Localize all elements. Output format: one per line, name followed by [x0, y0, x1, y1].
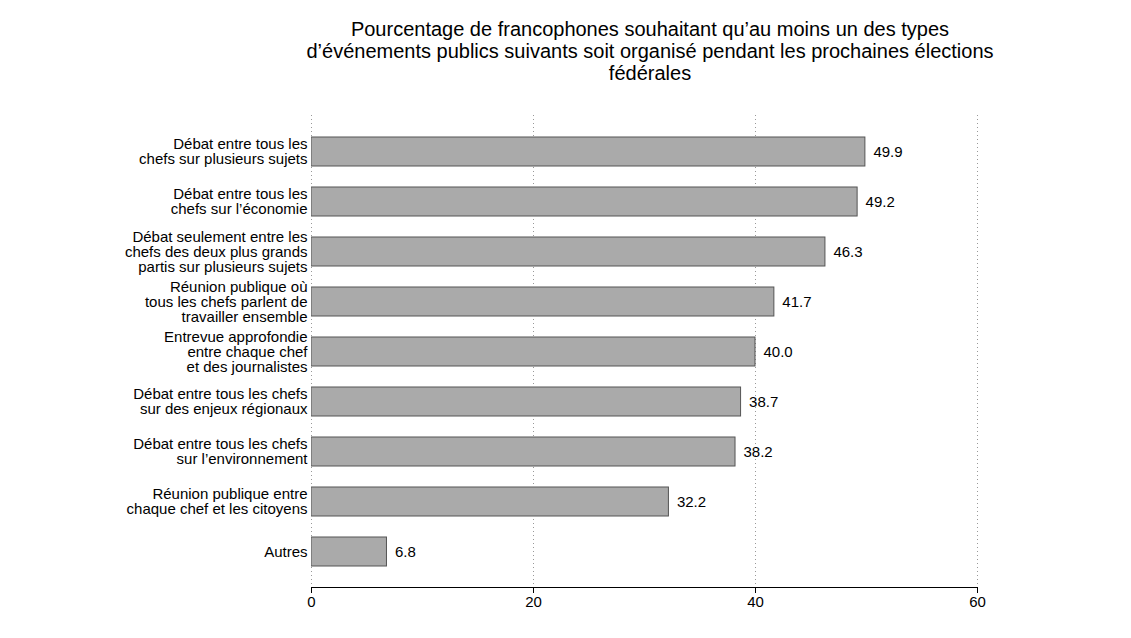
svg-text:60: 60: [969, 593, 986, 610]
svg-text:Débat entre tous leschefs sur: Débat entre tous leschefs sur plusieurs …: [139, 135, 307, 167]
svg-text:Entrevue approfondieentre chaq: Entrevue approfondieentre chaque chefet …: [164, 328, 308, 375]
svg-text:38.2: 38.2: [744, 443, 773, 460]
svg-text:Débat entre tous les chefssur: Débat entre tous les chefssur l’environn…: [133, 435, 308, 467]
html-text:Pourcentage de francophones so: Pourcentage de francophones souhaitant q…: [306, 18, 994, 84]
svg-text:Autres: Autres: [264, 543, 307, 560]
svg-text:49.2: 49.2: [866, 193, 895, 210]
svg-text:Débat seulement entre leschefs: Débat seulement entre leschefs des deux …: [125, 228, 308, 275]
svg-text:46.3: 46.3: [833, 243, 862, 260]
svg-text:Réunion publique entrechaque c: Réunion publique entrechaque chef et les…: [127, 485, 308, 517]
svg-text:32.2: 32.2: [677, 493, 706, 510]
svg-text:0: 0: [307, 593, 315, 610]
svg-text:40: 40: [747, 593, 764, 610]
svg-text:Débat entre tous leschefs sur: Débat entre tous leschefs sur l’économie: [171, 185, 308, 217]
svg-text:Réunion publique oùtous les ch: Réunion publique oùtous les chefs parlen…: [145, 278, 308, 325]
svg-text:Débat entre tous les chefssur: Débat entre tous les chefssur des enjeux…: [133, 385, 308, 417]
svg-text:6.8: 6.8: [395, 543, 416, 560]
svg-text:20: 20: [525, 593, 542, 610]
svg-text:49.9: 49.9: [873, 143, 902, 160]
svg-text:38.7: 38.7: [749, 393, 778, 410]
svg-text:41.7: 41.7: [782, 293, 811, 310]
svg-text:40.0: 40.0: [764, 343, 793, 360]
